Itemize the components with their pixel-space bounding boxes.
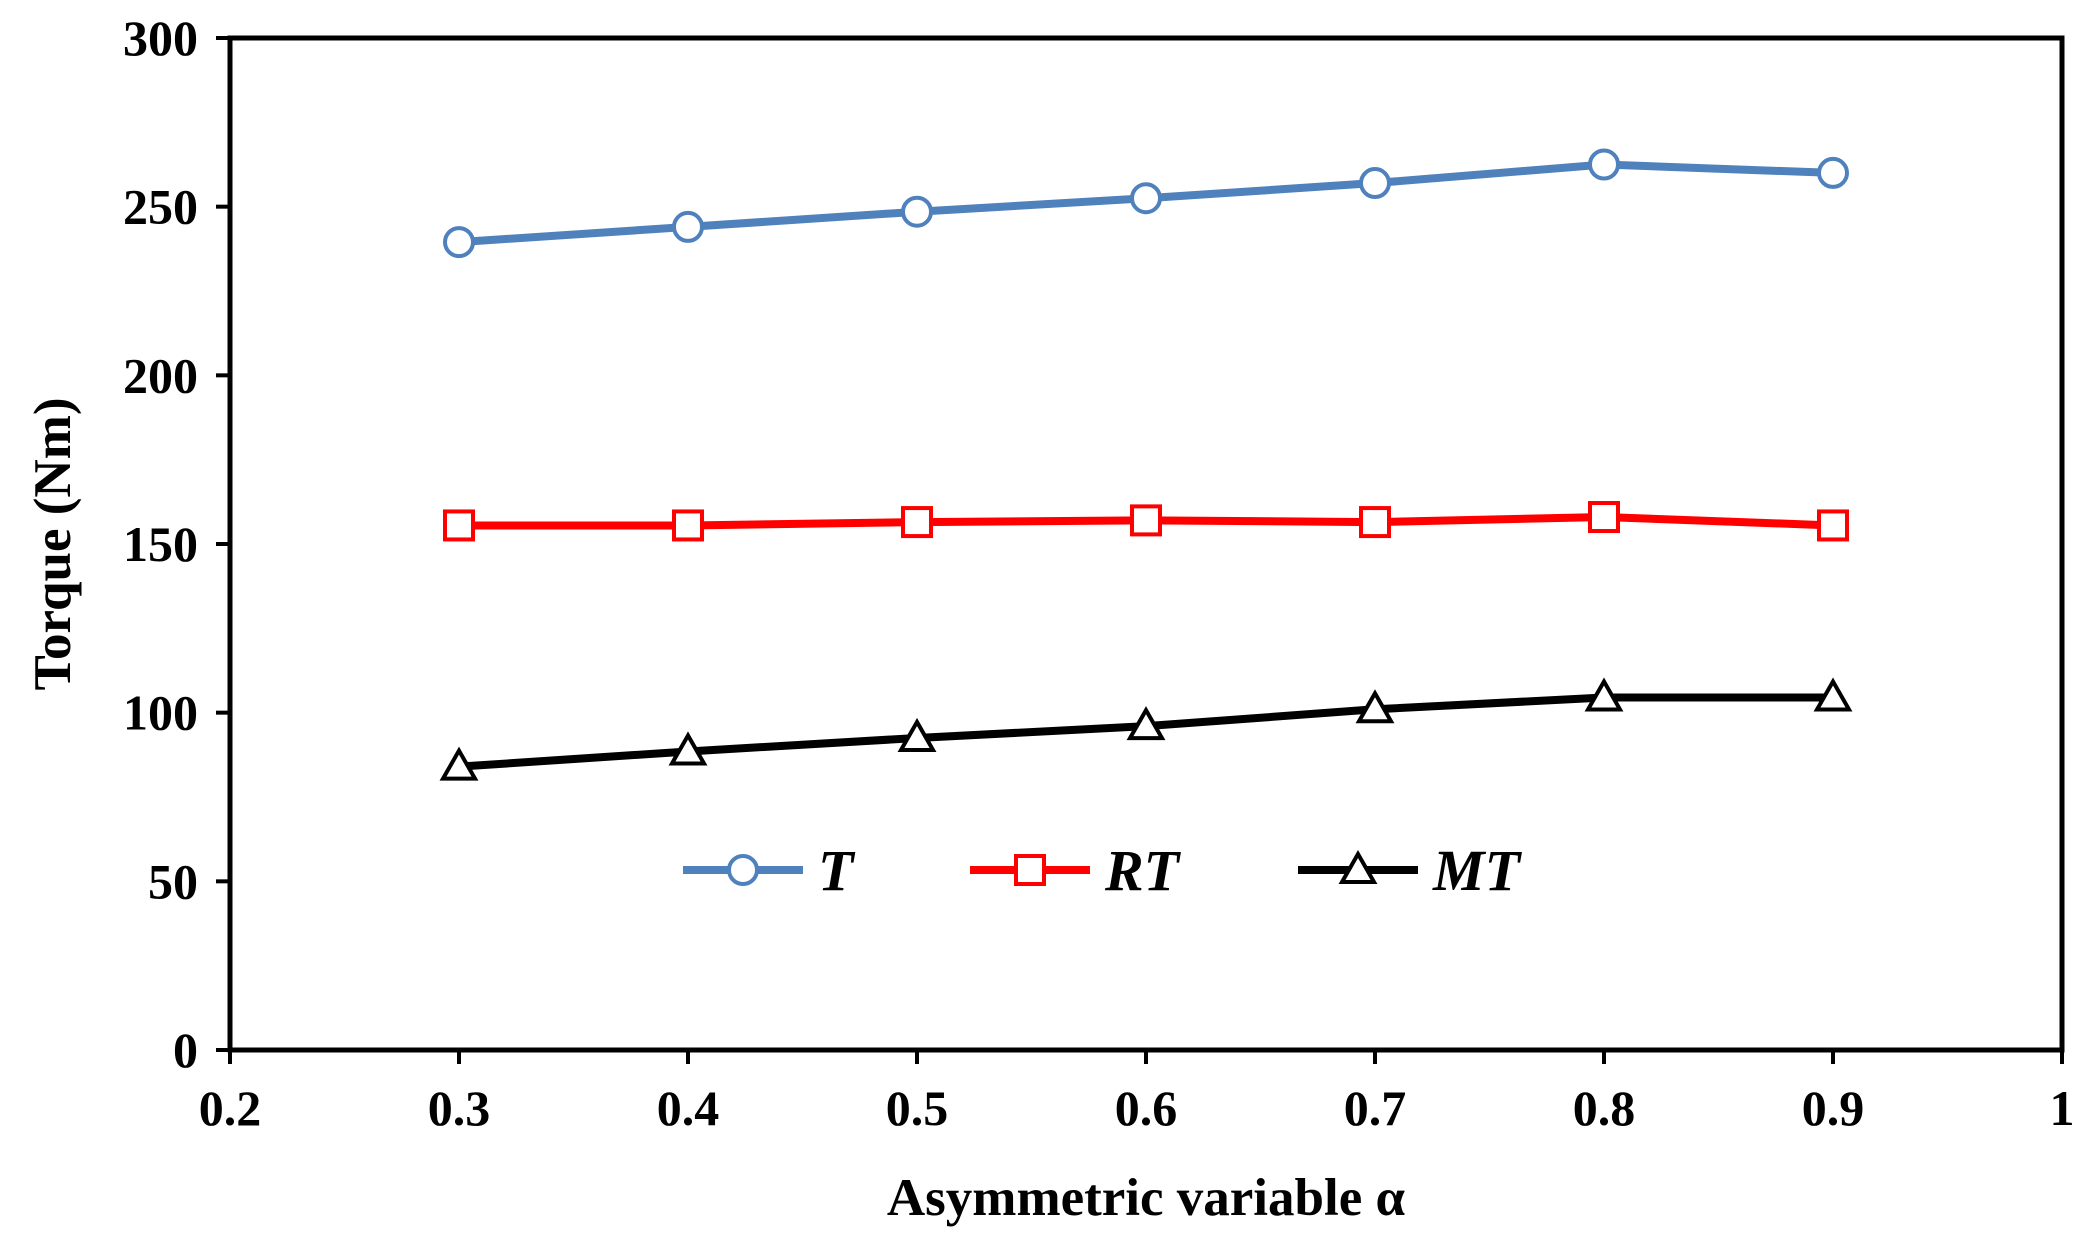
x-tick-label: 0.9 [1802, 1080, 1865, 1136]
y-axis-title: Torque (Nm) [24, 397, 82, 690]
x-tick-label: 0.6 [1115, 1080, 1178, 1136]
series-mt [439, 677, 1853, 781]
legend-item-rt: RT [970, 838, 1182, 903]
legend-marker-t [727, 854, 759, 886]
x-axis: 0.2 0.3 0.4 0.5 0.6 0.7 0.8 0.9 1 [199, 1050, 2075, 1136]
data-point-rt [672, 509, 704, 542]
series-t [443, 148, 1849, 259]
y-tick-label: 300 [123, 10, 198, 66]
series-layer [439, 148, 1853, 781]
y-tick-label: 100 [123, 685, 198, 741]
y-tick-label: 250 [123, 179, 198, 235]
y-tick-label: 150 [123, 516, 198, 572]
x-tick-label: 1 [2050, 1080, 2075, 1136]
data-point-t [1817, 156, 1849, 189]
data-point-mt [1355, 689, 1395, 724]
y-axis: 0 50 100 150 200 250 300 [123, 10, 230, 1078]
data-point-rt [901, 506, 933, 539]
x-tick-label: 0.2 [199, 1080, 262, 1136]
y-tick-label: 0 [173, 1022, 198, 1078]
legend-marker-mt [1338, 849, 1378, 884]
x-tick-label: 0.5 [886, 1080, 949, 1136]
data-point-t [1359, 167, 1391, 200]
data-point-t [1130, 182, 1162, 215]
legend-label-t: T [818, 838, 856, 903]
data-point-rt [1588, 501, 1620, 534]
data-point-rt [1817, 509, 1849, 542]
data-point-mt [897, 717, 937, 752]
data-point-t [672, 210, 704, 243]
data-point-t [901, 195, 933, 228]
x-tick-label: 0.7 [1344, 1080, 1407, 1136]
legend: T RT MT [683, 838, 1523, 903]
data-point-mt [439, 746, 479, 781]
series-rt [443, 501, 1849, 542]
y-tick-label: 50 [148, 853, 198, 909]
data-point-t [1588, 148, 1620, 181]
x-tick-label: 0.3 [428, 1080, 491, 1136]
y-tick-label: 200 [123, 347, 198, 403]
data-point-mt [1584, 677, 1624, 712]
legend-item-t: T [683, 838, 856, 903]
data-point-rt [1359, 506, 1391, 539]
data-point-mt [668, 731, 708, 766]
x-axis-title: Asymmetric variable α [887, 1169, 1406, 1227]
data-point-mt [1813, 677, 1853, 712]
legend-label-rt: RT [1104, 838, 1182, 903]
data-point-rt [443, 509, 475, 542]
legend-item-mt: MT [1298, 838, 1523, 903]
data-point-mt [1126, 706, 1166, 741]
data-point-t [443, 226, 475, 259]
x-tick-label: 0.8 [1573, 1080, 1636, 1136]
x-tick-label: 0.4 [657, 1080, 720, 1136]
legend-label-mt: MT [1432, 838, 1523, 903]
data-point-rt [1130, 504, 1162, 537]
legend-marker-rt [1014, 854, 1046, 886]
